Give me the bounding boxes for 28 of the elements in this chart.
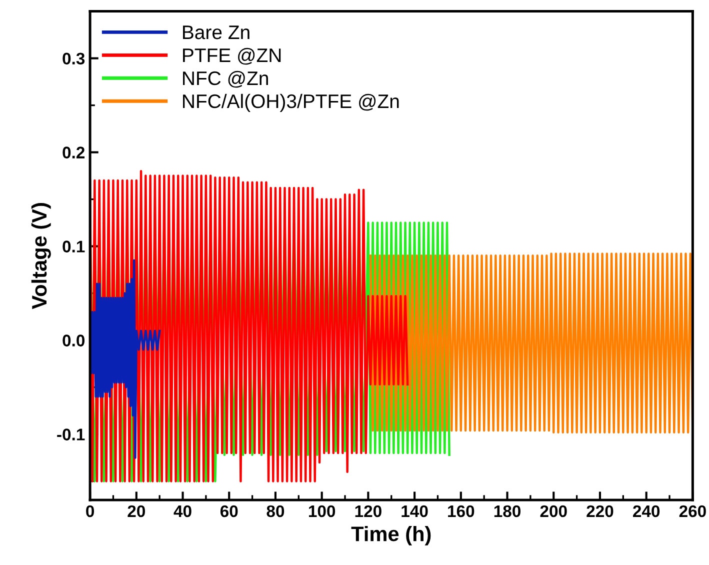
x-tick-label: 0 [86, 505, 94, 518]
x-tick-label: 60 [220, 505, 238, 518]
line-series [90, 259, 161, 459]
x-tick-label: 160 [448, 505, 474, 518]
legend-label: PTFE @ZN [183, 48, 281, 65]
x-tick-label: 120 [355, 505, 382, 518]
x-tick-label: 180 [494, 505, 520, 518]
y-tick-label: 0.0 [62, 334, 84, 346]
y-axis-title: Voltage (V) [31, 203, 51, 310]
x-axis-title: Time (h) [351, 526, 431, 546]
x-tick-label: 40 [174, 505, 192, 518]
y-tick-label: 0.1 [62, 240, 85, 252]
x-tick-label: 80 [266, 505, 284, 518]
legend-label: NFC @Zn [183, 70, 268, 88]
x-tick-label: 240 [633, 505, 660, 518]
x-tick-label: 220 [586, 505, 614, 518]
x-tick-label: 140 [402, 505, 428, 518]
y-tick-label: -0.1 [57, 428, 85, 440]
x-tick-label: 260 [679, 505, 706, 518]
x-tick-label: 20 [128, 505, 145, 518]
y-tick-label: 0.3 [62, 52, 85, 65]
line-series [90, 170, 409, 482]
legend-label: Bare Zn [183, 26, 250, 40]
x-tick-label: 200 [540, 505, 567, 518]
legend-label: NFC/Al(OH)3/PTFE @Zn [183, 94, 399, 112]
y-tick-label: 0.2 [62, 146, 85, 158]
line-series [369, 252, 693, 434]
x-tick-label: 100 [308, 505, 336, 518]
